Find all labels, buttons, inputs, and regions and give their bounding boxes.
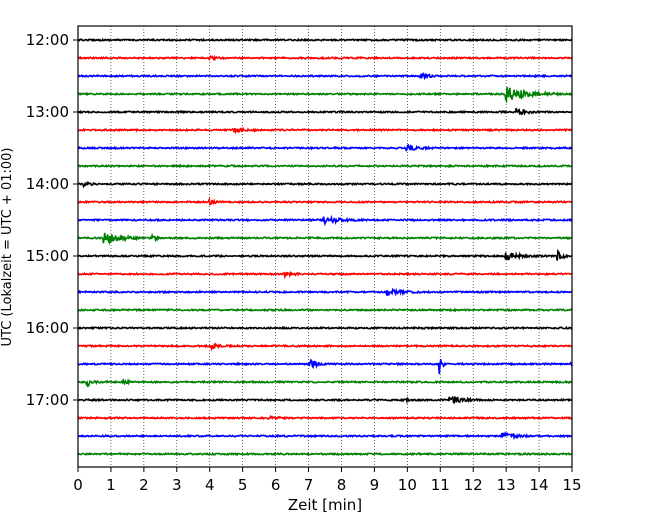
x-tick-label: 8 [337, 476, 347, 494]
plot-frame [77, 25, 573, 468]
x-tick-label: 7 [304, 476, 314, 494]
trace-line [77, 307, 573, 313]
trace-line [77, 432, 573, 441]
y-tick-label: 13:00 [26, 103, 69, 121]
x-tick-label: 15 [562, 476, 581, 494]
x-tick-label: 11 [431, 476, 450, 494]
y-tick-label: 17:00 [26, 391, 69, 409]
x-tick-label: 12 [464, 476, 483, 494]
x-axis-label: Zeit [min] [288, 496, 362, 514]
traces [77, 37, 573, 457]
x-tick-label: 5 [238, 476, 248, 494]
trace-line [77, 358, 573, 375]
x-tick-label: 4 [205, 476, 215, 494]
trace-line [77, 377, 573, 388]
trace-line [77, 214, 573, 227]
trace-line [77, 71, 573, 81]
x-tick-label: 1 [106, 476, 116, 494]
trace-line [77, 325, 573, 331]
x-tick-label: 3 [172, 476, 182, 494]
trace-line [77, 163, 573, 169]
trace-line [78, 396, 573, 405]
x-tick-label: 10 [398, 476, 417, 494]
x-tick-label: 0 [73, 476, 83, 494]
trace-line [77, 143, 573, 152]
x-tick-label: 13 [497, 476, 516, 494]
x-tick-label: 14 [530, 476, 549, 494]
trace-line [77, 270, 573, 280]
trace-line [77, 342, 573, 352]
trace-line [77, 180, 573, 189]
trace-line [77, 107, 573, 116]
y-tick-label: 14:00 [26, 175, 69, 193]
trace-line [77, 126, 573, 135]
y-tick-label: 16:00 [26, 319, 69, 337]
x-tick-label: 9 [370, 476, 380, 494]
trace-line [77, 54, 573, 62]
trace-line [77, 37, 573, 43]
trace-line [77, 287, 573, 297]
trace-line [77, 232, 573, 246]
x-tick-label: 6 [271, 476, 281, 494]
trace-line [77, 248, 573, 261]
trace-line [77, 451, 573, 457]
trace-line [77, 414, 573, 421]
y-tick-label: 12:00 [26, 31, 69, 49]
x-tick-label: 2 [139, 476, 149, 494]
x-axis-ticks: 0 1 2 3 4 5 6 7 8 9 10 11 12 13 14 15 [73, 467, 582, 494]
trace-line [77, 87, 573, 104]
y-axis-label: UTC (Lokalzeit = UTC + 01:00) [0, 148, 15, 347]
y-axis-ticks: 12:00 13:00 14:00 15:00 16:00 17:00 [26, 31, 78, 409]
y-tick-label: 15:00 [26, 247, 69, 265]
trace-line [77, 196, 573, 206]
